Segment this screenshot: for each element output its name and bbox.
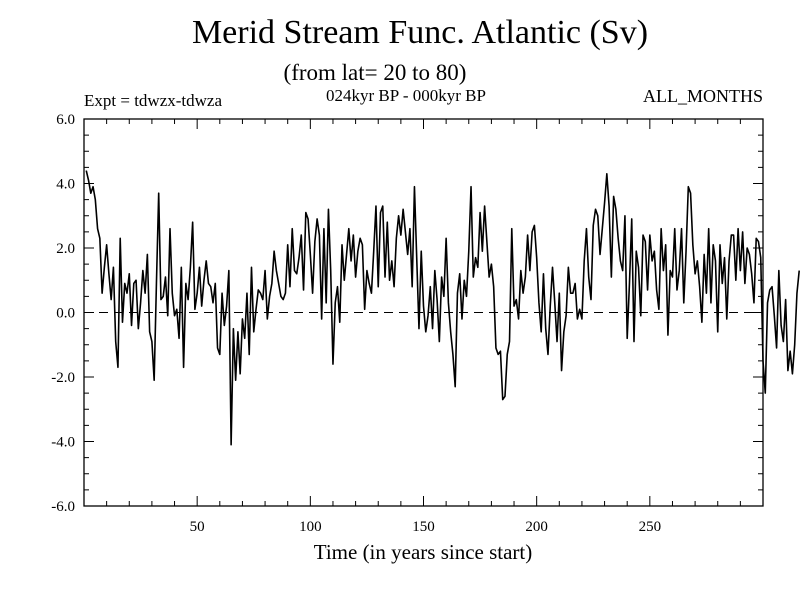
y-tick-label: -2.0 [51,370,75,386]
y-tick-label: 2.0 [56,241,75,257]
y-tick-labels: 6.0 4.0 2.0 0.0 -2.0 -4.0 -6.0 [51,112,75,515]
plot-frame [83,118,764,507]
y-tick-label: 6.0 [56,112,75,128]
x-tick-label: 150 [412,519,435,535]
x-tick-label: 50 [190,519,205,535]
y-tick-label: 0.0 [56,306,75,322]
x-tick-label: 200 [525,519,548,535]
data-series-line [85,170,800,446]
experiment-label: Expt = tdwzx-tdwza [84,91,222,110]
x-tick-label: 100 [299,519,322,535]
chart-subtitle: (from lat= 20 to 80) [283,60,467,85]
y-tick-label: 4.0 [56,177,75,193]
chart-title: Merid Stream Func. Atlantic (Sv) [191,14,649,51]
months-label: ALL_MONTHS [643,86,763,106]
y-tick-label: -6.0 [51,499,75,515]
y-tick-label: -4.0 [51,435,75,451]
x-axis-label: Time (in years since start) [313,540,533,564]
period-label: 024kyr BP - 000kyr BP [326,86,486,105]
x-tick-label: 250 [639,519,662,535]
x-tick-labels: 50 100 150 200 250 [190,519,661,535]
